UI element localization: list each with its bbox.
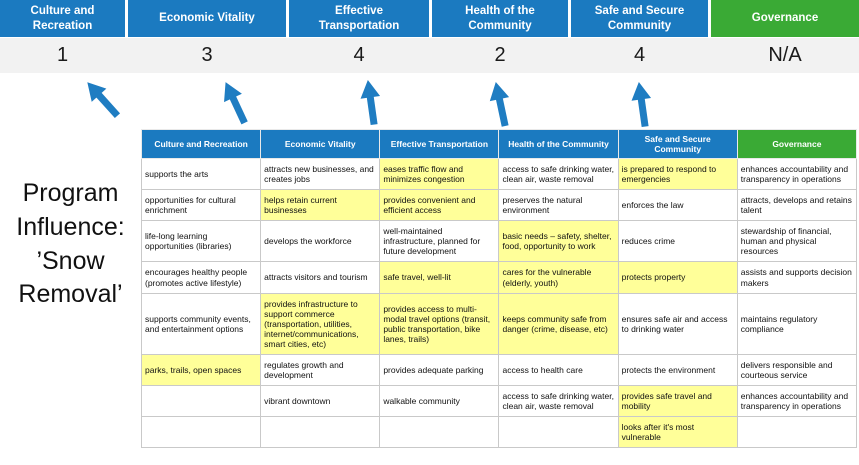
matrix-cell: attracts, develops and retains talent <box>736 189 858 222</box>
matrix-cell: supports community events, and entertain… <box>140 292 262 355</box>
matrix-row: looks after it's most vulnerable <box>140 415 858 448</box>
main-content: Program Influence: ’Snow Removal’ Cultur… <box>0 128 859 448</box>
matrix-cell: enhances accountability and transparency… <box>736 158 858 191</box>
matrix-cell <box>498 415 619 448</box>
matrix-row: opportunities for cultural enrichment hel… <box>140 189 858 222</box>
matrix-cell-highlighted: safe travel, well-lit <box>379 261 500 294</box>
matrix-cell: vibrant downtown <box>260 384 381 417</box>
matrix-cell-highlighted: basic needs – safety, shelter, food, opp… <box>498 220 619 263</box>
matrix-cell: encourages healthy people (promotes acti… <box>140 261 262 294</box>
score-governance: N/A <box>768 44 802 66</box>
matrix-cell-highlighted: provides convenient and efficient access <box>379 189 500 222</box>
matrix-cell <box>260 415 381 448</box>
up-arrow-icon <box>360 79 381 126</box>
matrix-cell <box>736 415 858 448</box>
matrix-cell: preserves the natural environment <box>498 189 619 222</box>
matrix-header-3: Health of the Community <box>498 128 619 160</box>
matrix-cell-highlighted: provides infrastructure to support comme… <box>260 292 381 355</box>
matrix-cell: protects the environment <box>617 353 738 386</box>
matrix-cell: opportunities for cultural enrichment <box>140 189 262 222</box>
matrix-row: life-long learning opportunities (librar… <box>140 220 858 263</box>
matrix-cell-highlighted: cares for the vulnerable (elderly, youth… <box>498 261 619 294</box>
matrix-cell-highlighted: eases traffic flow and minimizes congest… <box>379 158 500 191</box>
matrix-header-2: Effective Transportation <box>379 128 500 160</box>
matrix-cell: stewardship of financial, human and phys… <box>736 220 858 263</box>
score-safe-and-secure-community: 4 <box>633 44 646 66</box>
matrix-cell: supports the arts <box>140 158 262 191</box>
program-influence-title: Program Influence: ’Snow Removal’ <box>16 179 125 309</box>
arrow-band <box>0 73 859 129</box>
matrix-cell-highlighted: keeps community safe from danger (crime,… <box>498 292 619 355</box>
score-effective-transportation: 4 <box>353 44 365 66</box>
pillar-label: Effective Transportation <box>318 5 400 32</box>
matrix-cell-highlighted: looks after it's most vulnerable <box>617 415 738 448</box>
matrix-cell: assists and supports decision makers <box>736 261 858 294</box>
up-arrow-icon <box>87 82 121 119</box>
pillar-label: Governance <box>751 12 819 25</box>
matrix-cell-highlighted: protects property <box>617 261 738 294</box>
arrows-graphic <box>87 79 652 128</box>
influence-matrix: Culture and Recreation Economic Vitality E… <box>140 128 858 448</box>
matrix-cell: attracts new businesses, and creates job… <box>260 158 381 191</box>
matrix-cell: attracts visitors and tourism <box>260 261 381 294</box>
pillar-header-effective-transportation: Effective Transportation <box>289 0 429 37</box>
matrix-cell: well-maintained infrastructure, planned … <box>379 220 500 263</box>
matrix-row: supports the arts attracts new businesses… <box>140 158 858 191</box>
matrix-row: vibrant downtown walkable community access… <box>140 384 858 417</box>
score-economic-vitality: 3 <box>201 44 213 66</box>
matrix-cell: regulates growth and development <box>260 353 381 386</box>
score-band: 1 3 4 2 4 N/A <box>0 37 859 73</box>
score-health-of-the-community: 2 <box>494 44 506 66</box>
matrix-cell: provides adequate parking <box>379 353 500 386</box>
matrix-cell-highlighted: provides safe travel and mobility <box>617 384 738 417</box>
matrix-row: supports community events, and entertain… <box>140 292 858 355</box>
matrix-cell: develops the workforce <box>260 220 381 263</box>
matrix-cell: enhances accountability and transparency… <box>736 384 858 417</box>
matrix-cell: access to safe drinking water, clean air… <box>498 384 619 417</box>
matrix-header-5: Governance <box>736 128 858 160</box>
matrix-row: encourages healthy people (promotes acti… <box>140 261 858 294</box>
matrix-cell-highlighted: helps retain current businesses <box>260 189 381 222</box>
up-arrow-icon <box>489 82 510 127</box>
matrix-header-4: Safe and Secure Community <box>617 128 738 160</box>
pillar-label: Economic Vitality <box>159 12 255 25</box>
matrix-cell: access to health care <box>498 353 619 386</box>
pillar-label: Safe and Secure Community <box>594 5 685 32</box>
pillar-header-health-of-the-community: Health of the Community <box>432 0 568 37</box>
matrix-cell-highlighted: is prepared to respond to emergencies <box>617 158 738 191</box>
pillar-label: Health of the Community <box>465 5 535 32</box>
up-arrow-icon <box>224 82 248 125</box>
matrix-cell <box>140 384 262 417</box>
score-culture-and-recreation: 1 <box>56 44 69 66</box>
pillar-header-bar: Culture and Recreation Economic Vitality… <box>0 0 859 37</box>
matrix-cell: life-long learning opportunities (librar… <box>140 220 262 263</box>
matrix-body: supports the arts attracts new businesses… <box>140 158 858 448</box>
matrix-head-row: Culture and Recreation Economic Vitality E… <box>140 128 858 160</box>
matrix-row: parks, trails, open spaces regulates grow… <box>140 353 858 386</box>
matrix-header-0: Culture and Recreation <box>140 128 262 160</box>
matrix-cell: delivers responsible and courteous servi… <box>736 353 858 386</box>
pillar-header-safe-and-secure-community: Safe and Secure Community <box>571 0 708 37</box>
matrix-cell: enforces the law <box>617 189 738 222</box>
matrix-cell-highlighted: parks, trails, open spaces <box>140 353 262 386</box>
matrix-cell <box>140 415 262 448</box>
matrix-cell: maintains regulatory compliance <box>736 292 858 355</box>
pillar-header-culture-and-recreation: Culture and Recreation <box>0 0 125 37</box>
matrix-cell <box>379 415 500 448</box>
up-arrow-icon <box>631 81 652 128</box>
pillar-label: Culture and Recreation <box>30 5 95 32</box>
matrix-cell: ensures safe air and access to drinking … <box>617 292 738 355</box>
matrix-cell: walkable community <box>379 384 500 417</box>
matrix-header-1: Economic Vitality <box>260 128 381 160</box>
matrix-cell-highlighted: provides access to multi-modal travel op… <box>379 292 500 355</box>
pillar-header-governance: Governance <box>711 0 859 37</box>
pillar-header-economic-vitality: Economic Vitality <box>128 0 286 37</box>
matrix-cell: access to safe drinking water, clean air… <box>498 158 619 191</box>
matrix-cell: reduces crime <box>617 220 738 263</box>
